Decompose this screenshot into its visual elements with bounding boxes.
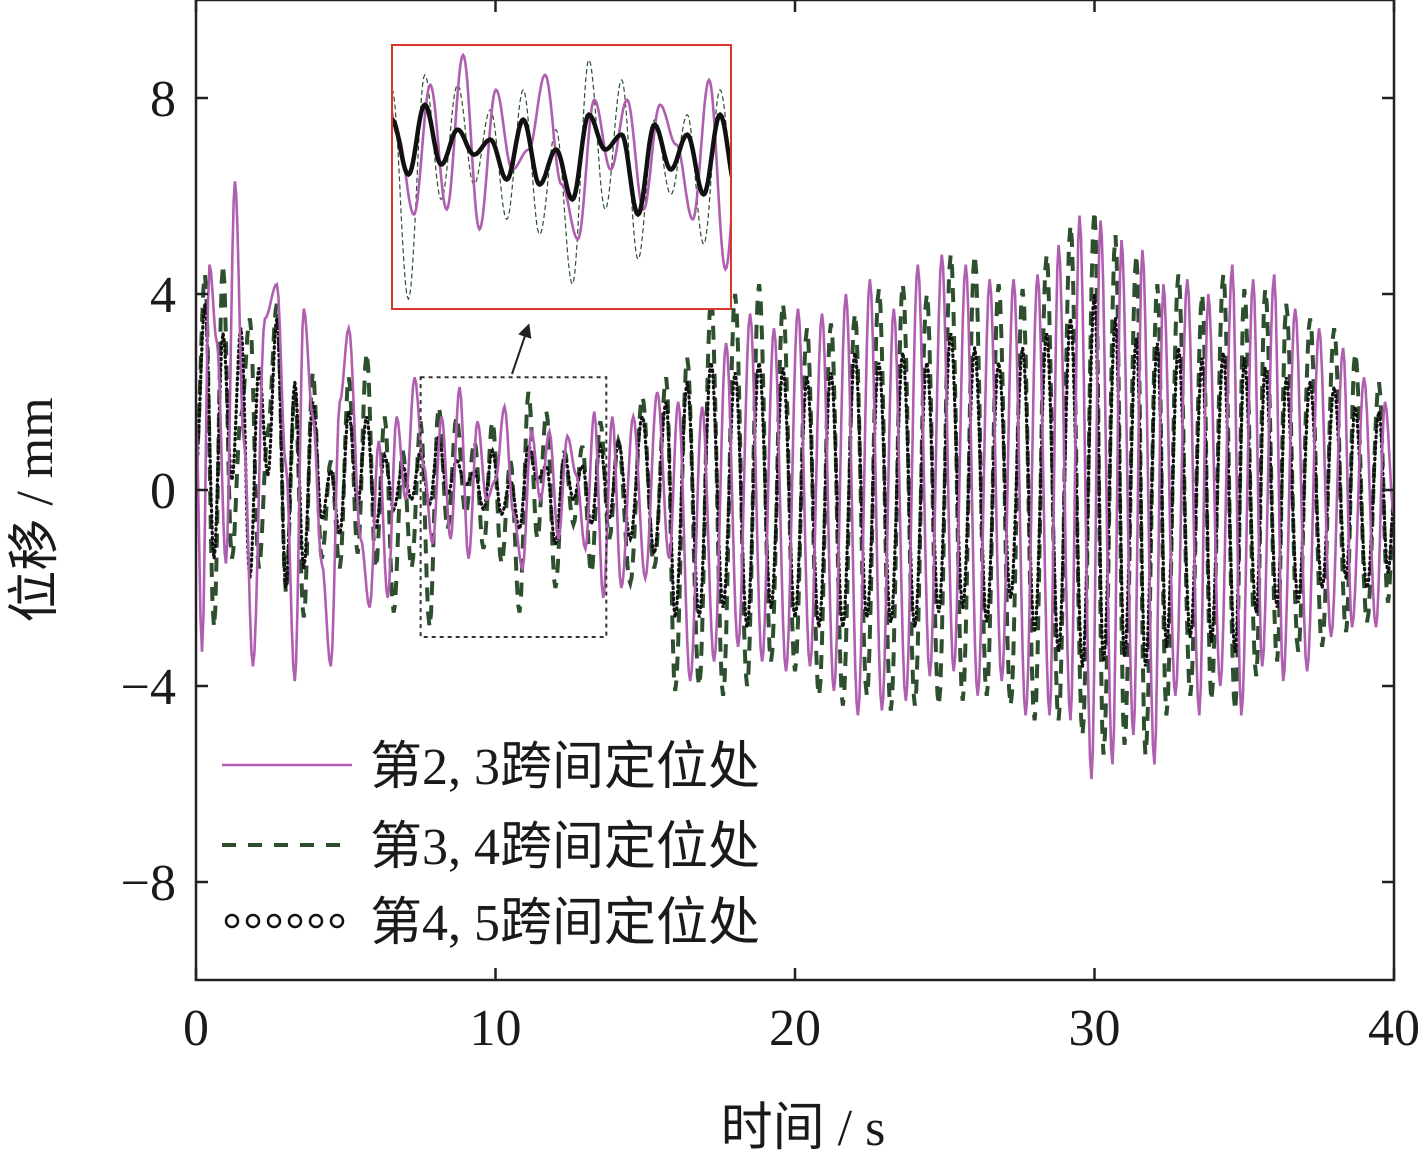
- inset-background: [392, 45, 731, 309]
- x-tick-label: 0: [183, 1000, 209, 1057]
- y-axis-label: 位移 / mm: [7, 397, 64, 622]
- legend-swatch-dotted: [224, 913, 345, 929]
- series-line-1: [196, 181, 1394, 780]
- legend-label-3: 第4, 5跨间定位处: [370, 895, 760, 952]
- ticks-layer: 0 10 20 30 40 −8 −4 0 4 8: [121, 0, 1420, 1057]
- series-line-3: [196, 293, 1394, 667]
- y-tick-label: 8: [150, 71, 176, 128]
- inset-series-line-3: [392, 102, 731, 218]
- x-tick-label: 10: [470, 1000, 522, 1057]
- x-tick-label: 30: [1069, 1000, 1121, 1057]
- legend-label-1: 第2, 3跨间定位处: [370, 739, 760, 796]
- series-layer: [196, 181, 1394, 780]
- inset-layer: [392, 52, 731, 301]
- x-tick-label: 40: [1368, 1000, 1420, 1057]
- y-tick-label: 4: [150, 267, 176, 324]
- legend-label-2: 第3, 4跨间定位处: [370, 819, 760, 876]
- y-tick-label: −4: [121, 659, 176, 716]
- x-axis-label: 时间 / s: [721, 1100, 886, 1154]
- x-tick-label: 20: [769, 1000, 821, 1057]
- inset-border: [391, 44, 732, 310]
- legend: 第2, 3跨间定位处 第3, 4跨间定位处 第4, 5跨间定位处: [222, 739, 760, 952]
- zoom-arrow: [511, 323, 532, 375]
- zoom-region-box: [419, 376, 608, 638]
- y-tick-label: −8: [121, 855, 176, 912]
- y-tick-label: 0: [150, 463, 176, 520]
- inset-series-line-1: [392, 52, 731, 272]
